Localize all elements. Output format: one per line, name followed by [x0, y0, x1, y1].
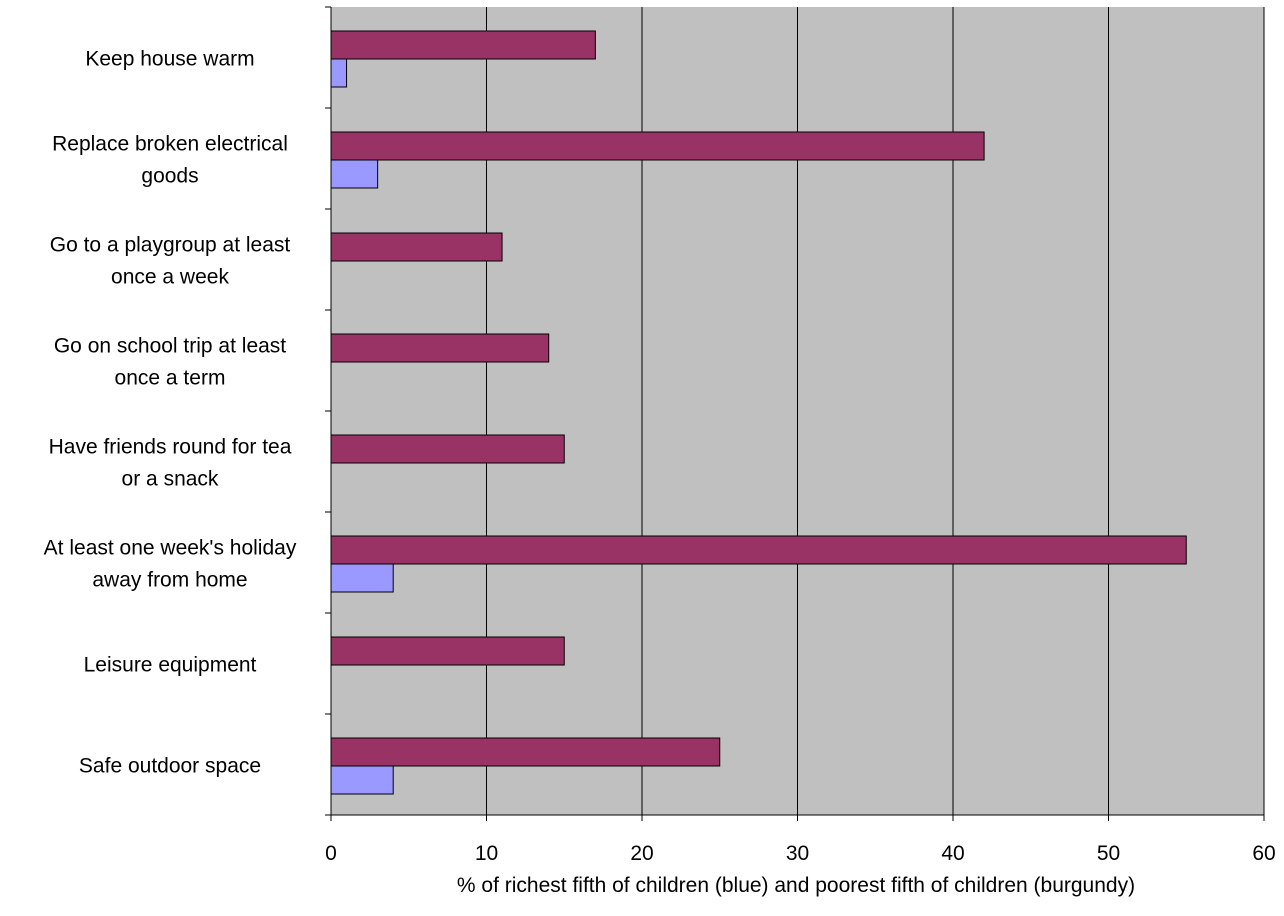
x-tick-label: 50	[1097, 842, 1120, 865]
bar-richest	[330, 765, 394, 795]
category-label: Go on school trip at least	[54, 335, 286, 358]
x-tick-label: 20	[630, 842, 653, 865]
category-label: Safe outdoor space	[79, 755, 261, 778]
x-tick-label: 60	[1252, 842, 1275, 865]
x-tick-label: 30	[786, 842, 809, 865]
bar-poorest	[330, 333, 550, 363]
bar-richest	[330, 159, 379, 189]
category-label: once a week	[111, 266, 229, 289]
bars	[330, 30, 1187, 795]
bar-poorest	[330, 232, 503, 262]
x-tick-label: 0	[325, 842, 337, 865]
bar-richest	[330, 563, 394, 593]
bar-poorest	[330, 535, 1187, 565]
x-tick-labels: 0 10 20 30 40 50 60	[325, 842, 1276, 865]
category-label: Keep house warm	[85, 48, 254, 71]
category-labels: Keep house warm Replace broken electrical…	[44, 48, 297, 778]
category-label: Replace broken electrical	[52, 133, 288, 156]
category-label: once a term	[115, 367, 226, 390]
bar-poorest	[330, 636, 565, 666]
bar-poorest	[330, 131, 985, 161]
x-axis-label: % of richest fifth of children (blue) an…	[457, 874, 1135, 897]
bar-richest	[330, 58, 348, 88]
category-label: At least one week's holiday	[44, 537, 297, 560]
bar-poorest	[330, 434, 565, 464]
x-tick-label: 40	[941, 842, 964, 865]
bar-poorest	[330, 737, 721, 767]
category-label: Leisure equipment	[84, 654, 257, 677]
category-label: goods	[141, 165, 198, 188]
category-label: Have friends round for tea	[49, 436, 292, 459]
category-label: Go to a playgroup at least	[50, 234, 291, 257]
axis-ticks	[325, 6, 1265, 821]
x-tick-label: 10	[475, 842, 498, 865]
category-label: or a snack	[122, 468, 219, 491]
category-label: away from home	[92, 569, 247, 592]
bar-poorest	[330, 30, 596, 60]
